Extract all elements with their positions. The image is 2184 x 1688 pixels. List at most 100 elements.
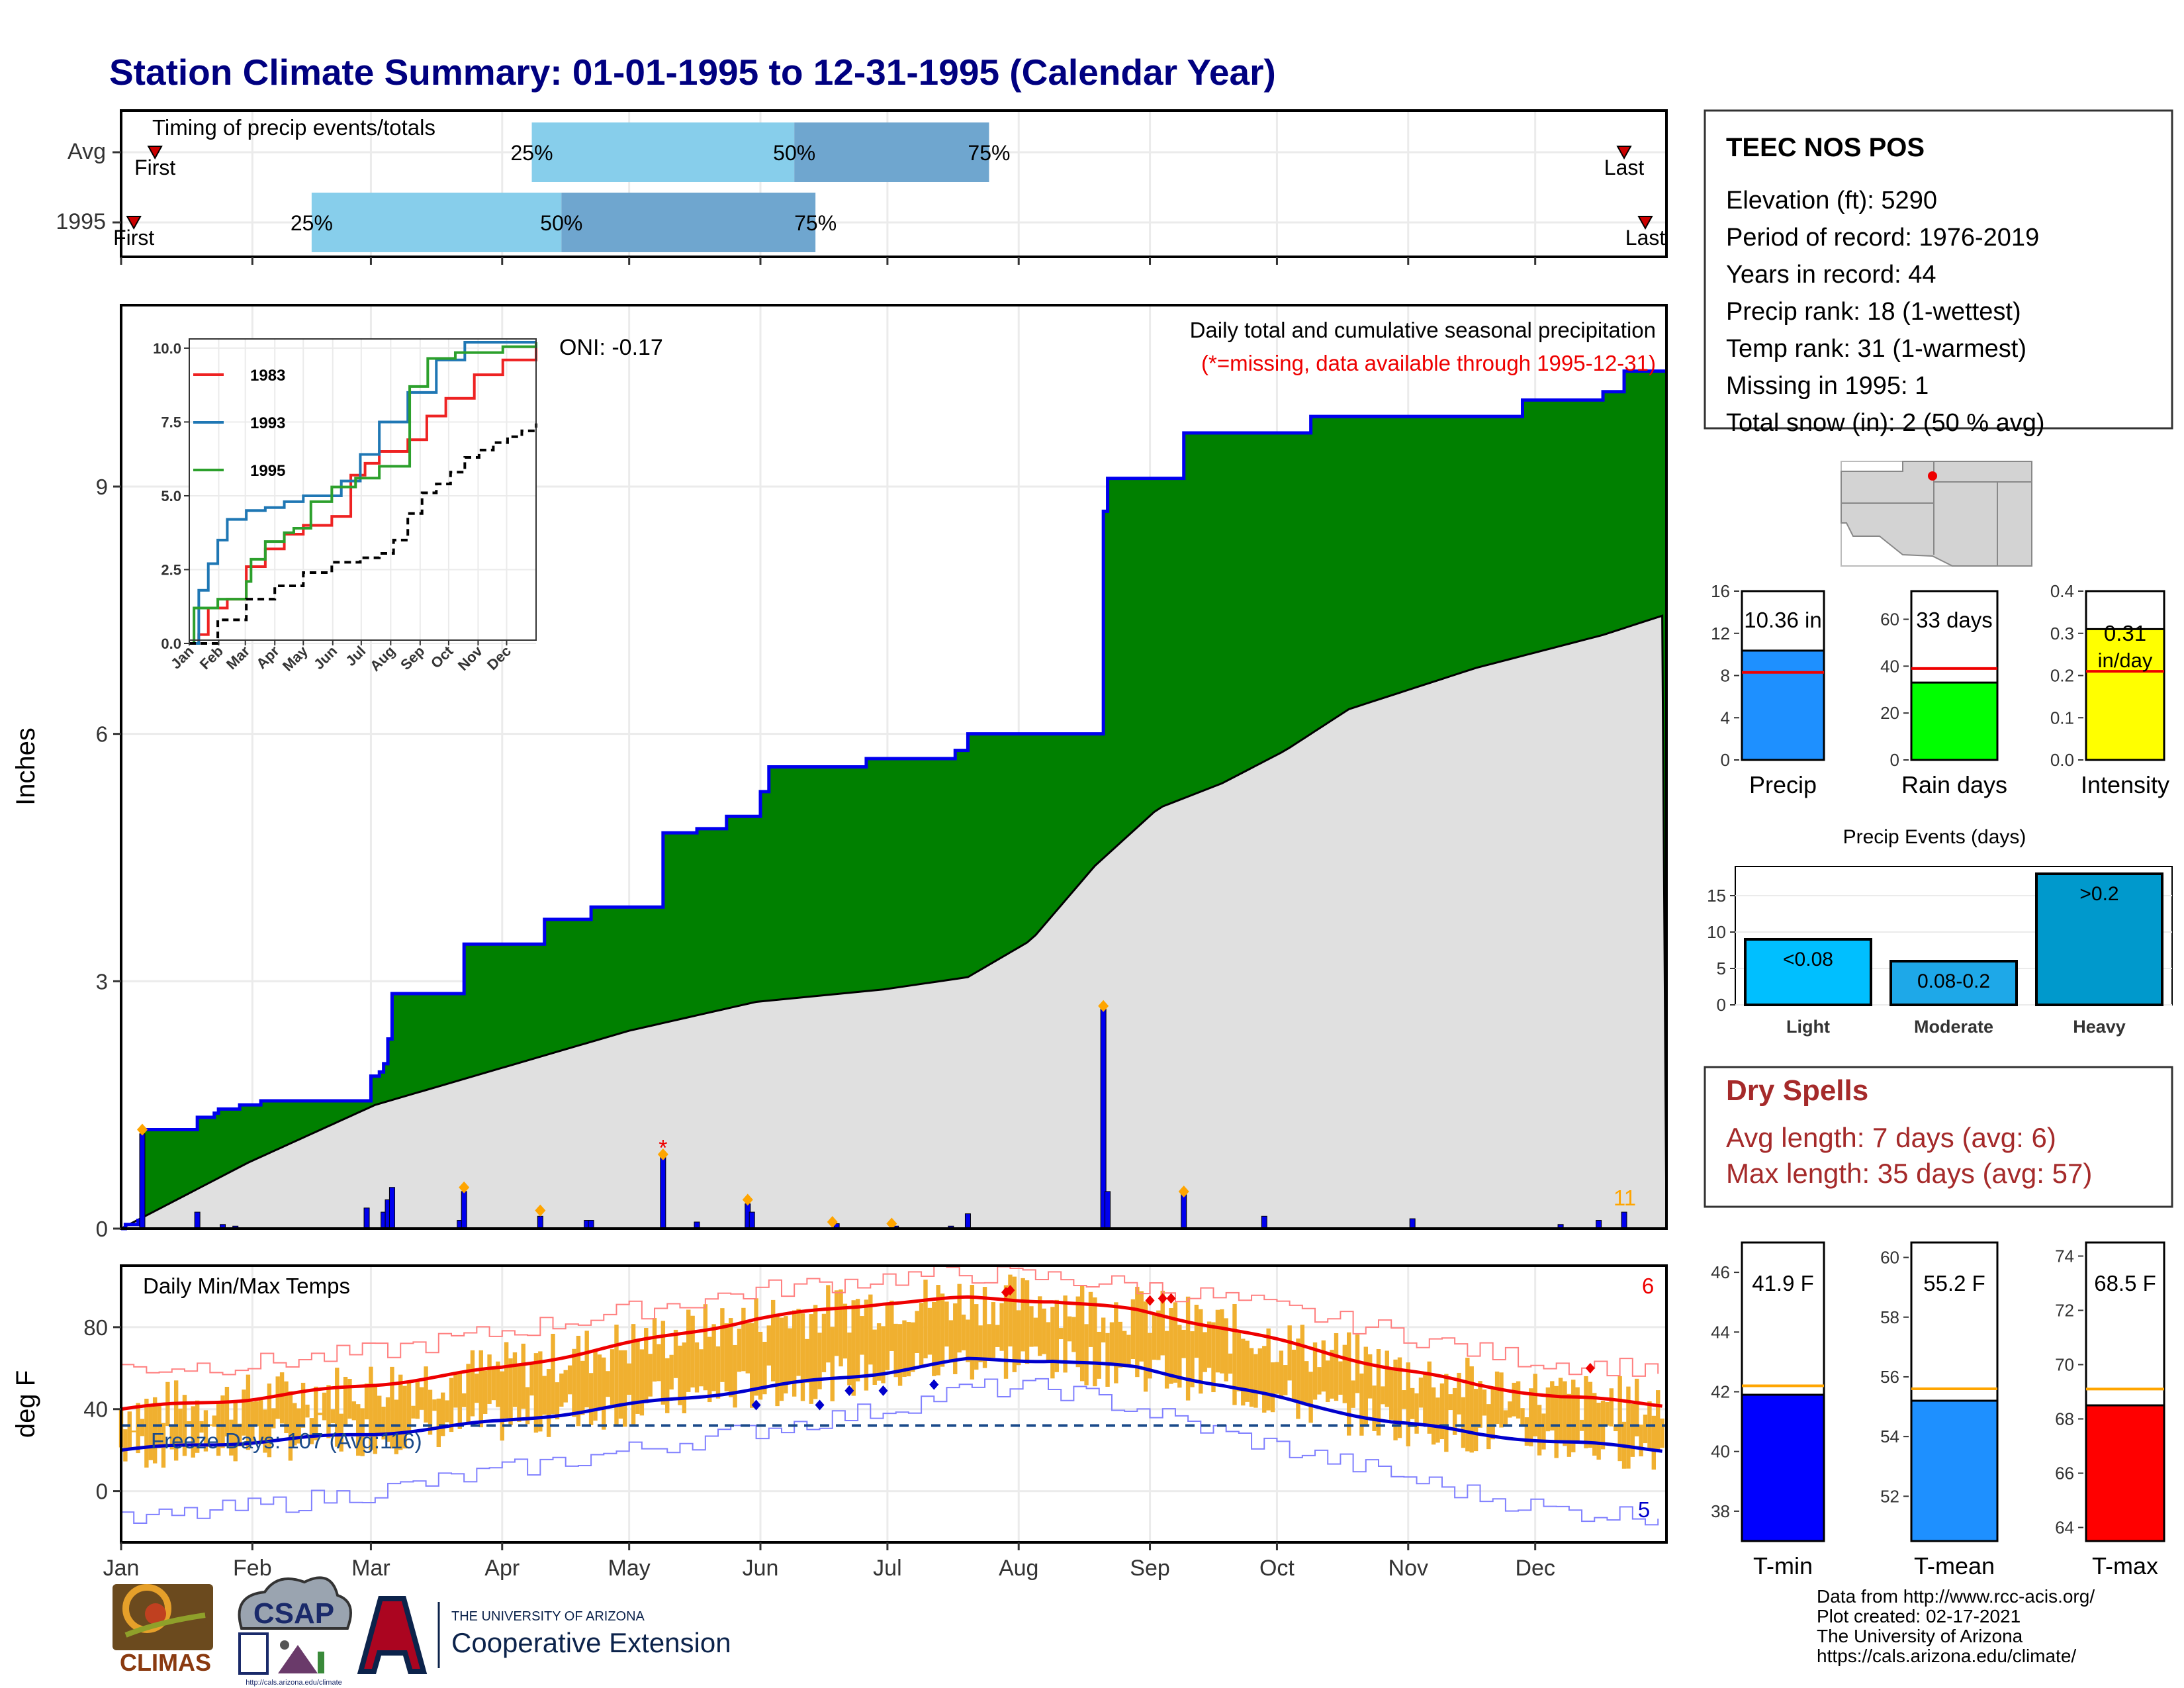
daily-temp-bar (669, 1354, 674, 1390)
daily-temp-bar (1109, 1322, 1115, 1363)
daily-temp-bar (851, 1300, 856, 1396)
inset-y-ticks: 0.0 2.5 5.0 7.5 10.0 (153, 340, 189, 652)
daily-temp-bar (1177, 1325, 1182, 1388)
summary-y-tick-label: 0.3 (2050, 624, 2074, 643)
daily-temp-bar (932, 1301, 936, 1376)
daily-temp-bar (927, 1307, 933, 1355)
events-bar (1744, 938, 1872, 1006)
daily-temp-bar (1206, 1321, 1212, 1368)
ua-logo-small: THE UNIVERSITY OF ARIZONA (451, 1609, 645, 1624)
dry-spells-title: Dry Spells (1726, 1074, 1868, 1107)
daily-temp-bar (1228, 1353, 1233, 1374)
daily-temp-bar (817, 1333, 822, 1389)
daily-temp-bar (470, 1350, 475, 1417)
page-title: Station Climate Summary: 01-01-1995 to 1… (109, 52, 1276, 93)
timing-q50-label: 50% (773, 141, 815, 165)
daily-temp-bar (970, 1284, 975, 1380)
record-low-mark (878, 1385, 888, 1396)
daily-temp-bar (1499, 1372, 1504, 1428)
daily-temp-bar (1101, 1317, 1106, 1342)
daily-temp-bar (508, 1358, 513, 1426)
timing-q25-label: 25% (291, 211, 333, 235)
daily-temp-bar (1126, 1335, 1131, 1365)
cumulative-precip-line (121, 369, 1666, 1231)
daily-temp-bar (1021, 1278, 1025, 1352)
daily-temp-bar (1414, 1393, 1419, 1434)
daily-temp-bar (199, 1421, 204, 1433)
precip-events-chart: Precip Events (days) 0 5 10 15 <0.08 Light 0.0… (1707, 826, 2173, 1037)
daily-temp-bar (839, 1289, 843, 1367)
daily-temp-bar (1270, 1362, 1275, 1413)
daily-temp-bar (394, 1399, 399, 1454)
record-high-mark (1145, 1295, 1155, 1306)
inset-series-line (189, 342, 537, 645)
daily-temp-bar (1249, 1348, 1254, 1407)
daily-temp-bar (602, 1357, 606, 1430)
daily-temp-bar (1266, 1328, 1271, 1411)
daily-temp-bar (775, 1314, 780, 1407)
daily-temp-bar (1326, 1360, 1330, 1402)
daily-temp-bar (1537, 1405, 1542, 1456)
daily-temp-bar (1058, 1328, 1064, 1340)
daily-temp-bars (118, 1274, 1664, 1470)
month-label: Aug (999, 1556, 1039, 1581)
daily-temp-bar (1215, 1309, 1220, 1373)
daily-temp-bar (593, 1350, 598, 1421)
precip-y-tick-label: 0 (96, 1217, 108, 1241)
daily-temp-bar (432, 1399, 437, 1411)
daily-temp-bar (1418, 1378, 1424, 1408)
inset-y-tick-label: 10.0 (153, 340, 181, 357)
summary-y-tick-label: 46 (1711, 1262, 1730, 1282)
footer-credits: Data from http://www.rcc-acis.org/Plot c… (1817, 1586, 2095, 1666)
month-axis-labels: Jan Feb Mar Apr May Jun Jul Aug Sep Oct Nov Dec (103, 1542, 1555, 1581)
daily-temp-bar (385, 1397, 390, 1442)
daily-temp-bar (682, 1342, 687, 1414)
daily-precip-bar (660, 1154, 666, 1229)
daily-temp-bar (436, 1398, 441, 1448)
summary-chart-t-max: 68.5 F 64 66 68 70 72 74 T-max (2055, 1241, 2165, 1579)
inset-x-tick-label: Feb (197, 643, 226, 673)
daily-temp-bar (1656, 1390, 1661, 1450)
precip-rank-marks: * (136, 1000, 1189, 1230)
daily-temp-bar (284, 1381, 289, 1434)
daily-temp-bar (318, 1413, 322, 1415)
footer-line: The University of Arizona (1817, 1626, 2023, 1646)
daily-temp-bar (729, 1318, 733, 1397)
daily-temp-bar (923, 1280, 928, 1359)
summary-y-tick-label: 16 (1711, 581, 1730, 601)
daily-temp-bar (1118, 1321, 1122, 1368)
daily-temp-bar (1575, 1387, 1580, 1442)
ua-logo-main: Cooperative Extension (451, 1627, 731, 1658)
daily-temp-bar (809, 1314, 813, 1404)
month-label: Jul (873, 1556, 901, 1581)
inset-y-tick-label: 7.5 (161, 414, 181, 430)
dry-spells-avg: Avg length: 7 days (avg: 6) (1726, 1122, 2056, 1153)
timing-bar-q50-q75 (794, 122, 989, 182)
timing-bars: 25% 50% 75% First Last 25% 50% 75% First Last (113, 122, 1665, 252)
daily-temp-bar (1423, 1372, 1428, 1426)
daily-precip-bar (194, 1211, 201, 1229)
summary-chart-rain-days: 33 days 0 20 40 60 Rain days (1880, 590, 2007, 798)
inset-x-tick-label: Apr (253, 643, 283, 673)
daily-temp-bar (500, 1371, 504, 1441)
daily-temp-bar (279, 1372, 285, 1424)
daily-temp-bar (1033, 1317, 1038, 1347)
precip-missing-note: (*=missing, data available through 1995-… (1201, 351, 1656, 375)
summary-y-tick-label: 64 (2055, 1518, 2074, 1538)
daily-temp-bar (893, 1323, 898, 1378)
daily-precip-bar (139, 1133, 146, 1229)
daily-precip-bar (388, 1187, 395, 1229)
daily-temp-bar (800, 1313, 805, 1401)
daily-temp-bar (1122, 1331, 1127, 1368)
daily-temp-bar (1224, 1318, 1228, 1382)
footer-line: Plot created: 02-17-2021 (1817, 1606, 2021, 1626)
timing-first-marker (126, 216, 142, 230)
month-label: Mar (351, 1556, 390, 1581)
daily-temp-bar (275, 1376, 280, 1419)
summary-category-label: Precip (1749, 771, 1817, 798)
daily-temp-bar (1388, 1370, 1394, 1420)
station-detail-line: Precip rank: 18 (1-wettest) (1726, 298, 2021, 326)
daily-temp-bar (885, 1302, 890, 1370)
daily-temp-bar (1626, 1386, 1631, 1469)
dry-spells-max: Max length: 35 days (avg: 57) (1726, 1158, 2092, 1189)
